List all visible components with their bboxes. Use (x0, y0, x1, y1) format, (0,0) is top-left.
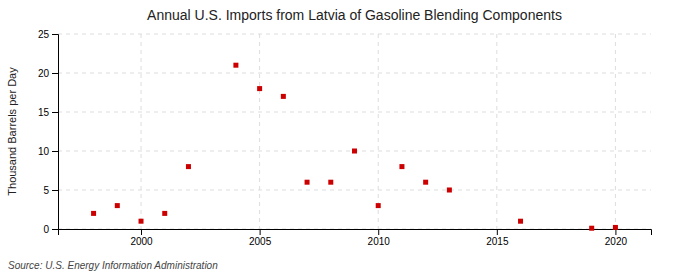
point (613, 225, 618, 230)
source-note: Source: U.S. Energy Information Administ… (8, 260, 218, 271)
tick-label: 0 (43, 224, 49, 235)
tick: 2005 (249, 229, 272, 247)
point (305, 180, 310, 185)
y-axis: 0 5 10 15 20 25 (38, 29, 59, 235)
tick: 2010 (368, 229, 391, 247)
tick-label: 2015 (486, 236, 509, 247)
point (376, 203, 381, 208)
point (257, 86, 262, 91)
point (399, 164, 404, 169)
tick-mark (52, 229, 58, 230)
tick: 20 (38, 68, 58, 79)
tick-mark (497, 229, 498, 235)
point (423, 180, 428, 185)
tick-label: 15 (38, 107, 50, 118)
tick-label: 2000 (130, 236, 153, 247)
tick-mark (52, 112, 58, 113)
grid-line (58, 112, 651, 113)
tick-mark (260, 229, 261, 235)
grid-line (496, 34, 497, 229)
point (589, 226, 594, 231)
point (115, 203, 120, 208)
tick: 15 (38, 107, 58, 118)
tick-mark (52, 190, 58, 191)
tick-label: 10 (38, 146, 50, 157)
tick-label: 2020 (605, 236, 628, 247)
grid-line (615, 34, 616, 229)
point (518, 219, 523, 224)
tick: 2015 (486, 229, 509, 247)
chart: 2000 2005 2010 2015 2020 0 5 10 15 20 25 Annual U.S… (0, 0, 675, 275)
grid (58, 34, 651, 229)
axis-line (59, 230, 652, 236)
tick: 10 (38, 146, 58, 157)
tick: 2000 (130, 229, 153, 247)
marks (91, 63, 618, 231)
point (281, 94, 286, 99)
tick-label: 25 (38, 29, 50, 40)
point (139, 219, 144, 224)
tick-mark (378, 229, 379, 235)
tick: 5 (43, 185, 58, 196)
tick-label: 2010 (368, 236, 391, 247)
axis-line (52, 35, 59, 230)
tick-mark (52, 34, 58, 35)
grid-line (141, 34, 142, 229)
y-axis-label: Thousand Barrels per Day (6, 67, 18, 196)
grid-line (58, 73, 651, 74)
grid-line (259, 34, 260, 229)
grid-line (58, 34, 651, 35)
tick-label: 5 (43, 185, 49, 196)
plot-area: 2000 2005 2010 2015 2020 0 5 10 15 20 25 (38, 29, 652, 247)
tick-mark (52, 151, 58, 152)
tick-label: 2005 (249, 236, 272, 247)
x-axis: 2000 2005 2010 2015 2020 (59, 229, 652, 247)
grid-line (58, 190, 651, 191)
tick-label: 20 (38, 68, 50, 79)
point (91, 211, 96, 216)
tick-mark (141, 229, 142, 235)
point (233, 63, 238, 68)
point (328, 180, 333, 185)
tick-mark (52, 73, 58, 74)
title: Annual U.S. Imports from Latvia of Gasol… (147, 7, 562, 23)
point (186, 164, 191, 169)
tick: 2020 (605, 229, 628, 247)
tick: 0 (43, 224, 58, 235)
point (447, 188, 452, 193)
point (352, 149, 357, 154)
tick: 25 (38, 29, 58, 40)
point (162, 211, 167, 216)
grid-line (378, 34, 379, 229)
